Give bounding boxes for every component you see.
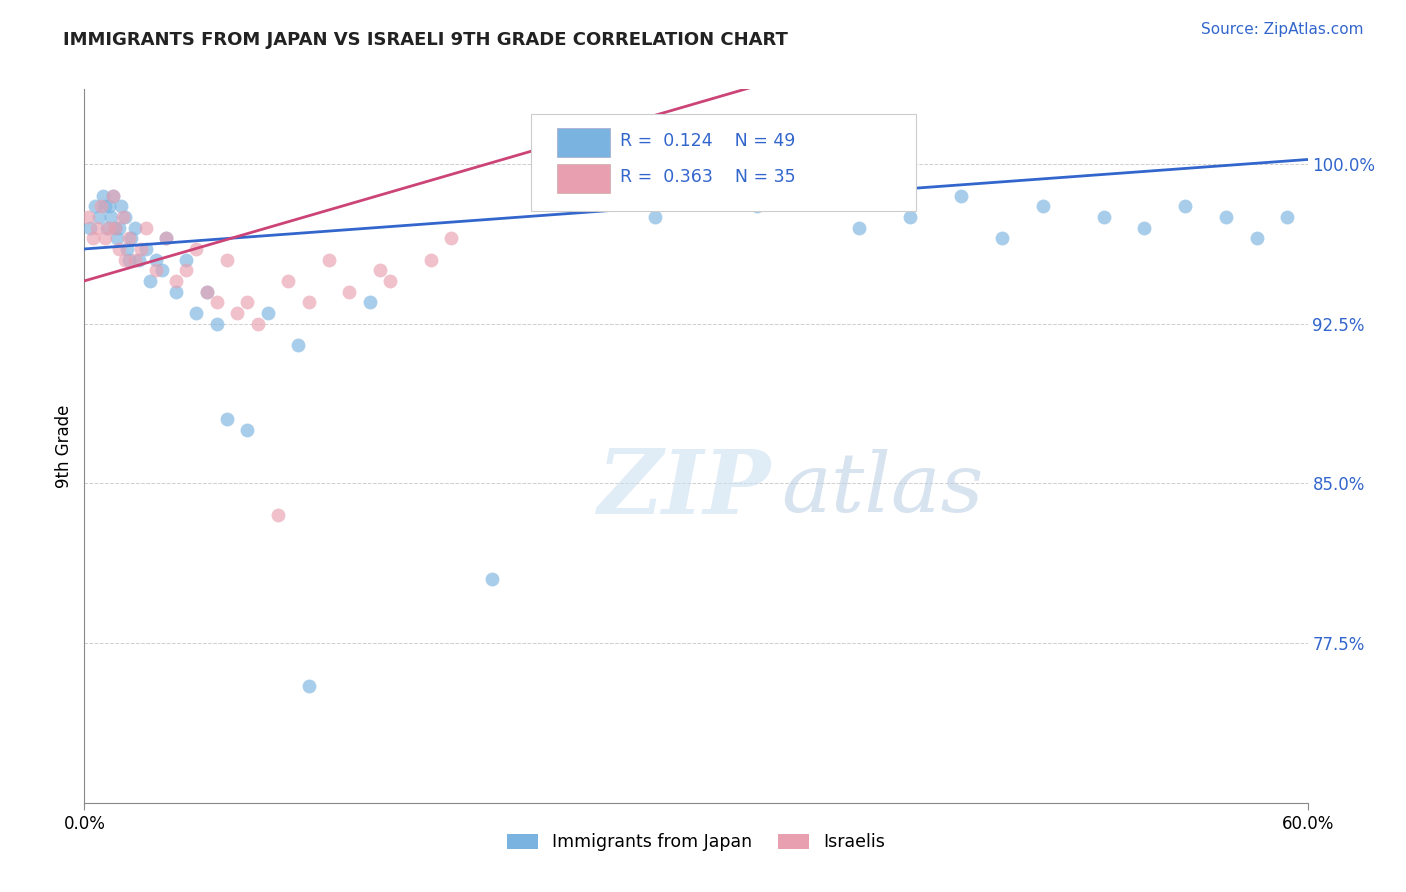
Point	[79, 220, 101, 235]
Point	[339, 285, 361, 299]
Point	[105, 231, 128, 245]
Point	[138, 274, 160, 288]
Point	[96, 220, 118, 235]
Point	[236, 295, 259, 310]
Point	[1092, 210, 1115, 224]
Point	[77, 210, 100, 224]
Point	[124, 252, 146, 267]
Point	[86, 220, 108, 235]
Point	[380, 274, 402, 288]
Point	[114, 210, 136, 224]
Point	[118, 252, 141, 267]
Point	[195, 285, 218, 299]
Point	[1133, 220, 1156, 235]
Point	[101, 188, 124, 202]
Point	[101, 188, 124, 202]
Point	[118, 231, 141, 245]
Point	[205, 317, 228, 331]
Point	[93, 199, 115, 213]
Point	[481, 572, 503, 586]
Point	[226, 306, 249, 320]
Text: R =  0.124    N = 49: R = 0.124 N = 49	[620, 132, 796, 150]
Point	[644, 210, 666, 224]
FancyBboxPatch shape	[557, 164, 610, 193]
Point	[298, 679, 321, 693]
Point	[186, 242, 208, 256]
Point	[115, 242, 138, 256]
Point	[195, 285, 218, 299]
Text: IMMIGRANTS FROM JAPAN VS ISRAELI 9TH GRADE CORRELATION CHART: IMMIGRANTS FROM JAPAN VS ISRAELI 9TH GRA…	[63, 31, 789, 49]
Point	[217, 412, 239, 426]
Point	[145, 252, 167, 267]
Point	[368, 263, 391, 277]
Point	[257, 306, 280, 320]
Legend: Immigrants from Japan, Israelis: Immigrants from Japan, Israelis	[501, 827, 891, 858]
Point	[145, 263, 167, 277]
Point	[124, 220, 146, 235]
Point	[1032, 199, 1054, 213]
Point	[97, 199, 120, 213]
Point	[112, 210, 135, 224]
Text: atlas: atlas	[782, 449, 984, 529]
Point	[174, 252, 197, 267]
Point	[82, 231, 104, 245]
Point	[165, 274, 187, 288]
Text: R =  0.363    N = 35: R = 0.363 N = 35	[620, 168, 796, 186]
Point	[1215, 210, 1237, 224]
Point	[217, 252, 239, 267]
Point	[91, 188, 114, 202]
Point	[100, 210, 122, 224]
Point	[186, 306, 208, 320]
Text: ZIP: ZIP	[598, 446, 772, 532]
Point	[104, 220, 127, 235]
Point	[87, 210, 110, 224]
Point	[120, 231, 142, 245]
Point	[90, 199, 112, 213]
Point	[110, 199, 132, 213]
Point	[174, 263, 197, 277]
Point	[298, 295, 321, 310]
FancyBboxPatch shape	[531, 114, 917, 211]
Point	[155, 231, 177, 245]
Point	[318, 252, 340, 267]
Point	[1246, 231, 1268, 245]
Point	[155, 231, 177, 245]
Point	[108, 242, 131, 256]
Point	[135, 220, 157, 235]
Point	[236, 423, 259, 437]
Point	[104, 220, 127, 235]
Point	[83, 199, 105, 213]
Point	[128, 252, 150, 267]
Point	[359, 295, 381, 310]
Point	[93, 231, 115, 245]
Point	[135, 242, 157, 256]
Point	[950, 188, 973, 202]
Point	[747, 199, 769, 213]
Point	[440, 231, 463, 245]
Point	[131, 242, 153, 256]
Point	[205, 295, 228, 310]
Point	[114, 252, 136, 267]
Point	[287, 338, 309, 352]
Point	[150, 263, 173, 277]
Point	[246, 317, 269, 331]
Point	[420, 252, 443, 267]
Y-axis label: 9th Grade: 9th Grade	[55, 404, 73, 488]
Point	[848, 220, 870, 235]
Text: Source: ZipAtlas.com: Source: ZipAtlas.com	[1201, 22, 1364, 37]
Point	[1277, 210, 1299, 224]
FancyBboxPatch shape	[557, 128, 610, 157]
Point	[277, 274, 299, 288]
Point	[898, 210, 921, 224]
Point	[108, 220, 131, 235]
Point	[97, 220, 120, 235]
Point	[991, 231, 1014, 245]
Point	[1174, 199, 1197, 213]
Point	[165, 285, 187, 299]
Point	[267, 508, 290, 523]
